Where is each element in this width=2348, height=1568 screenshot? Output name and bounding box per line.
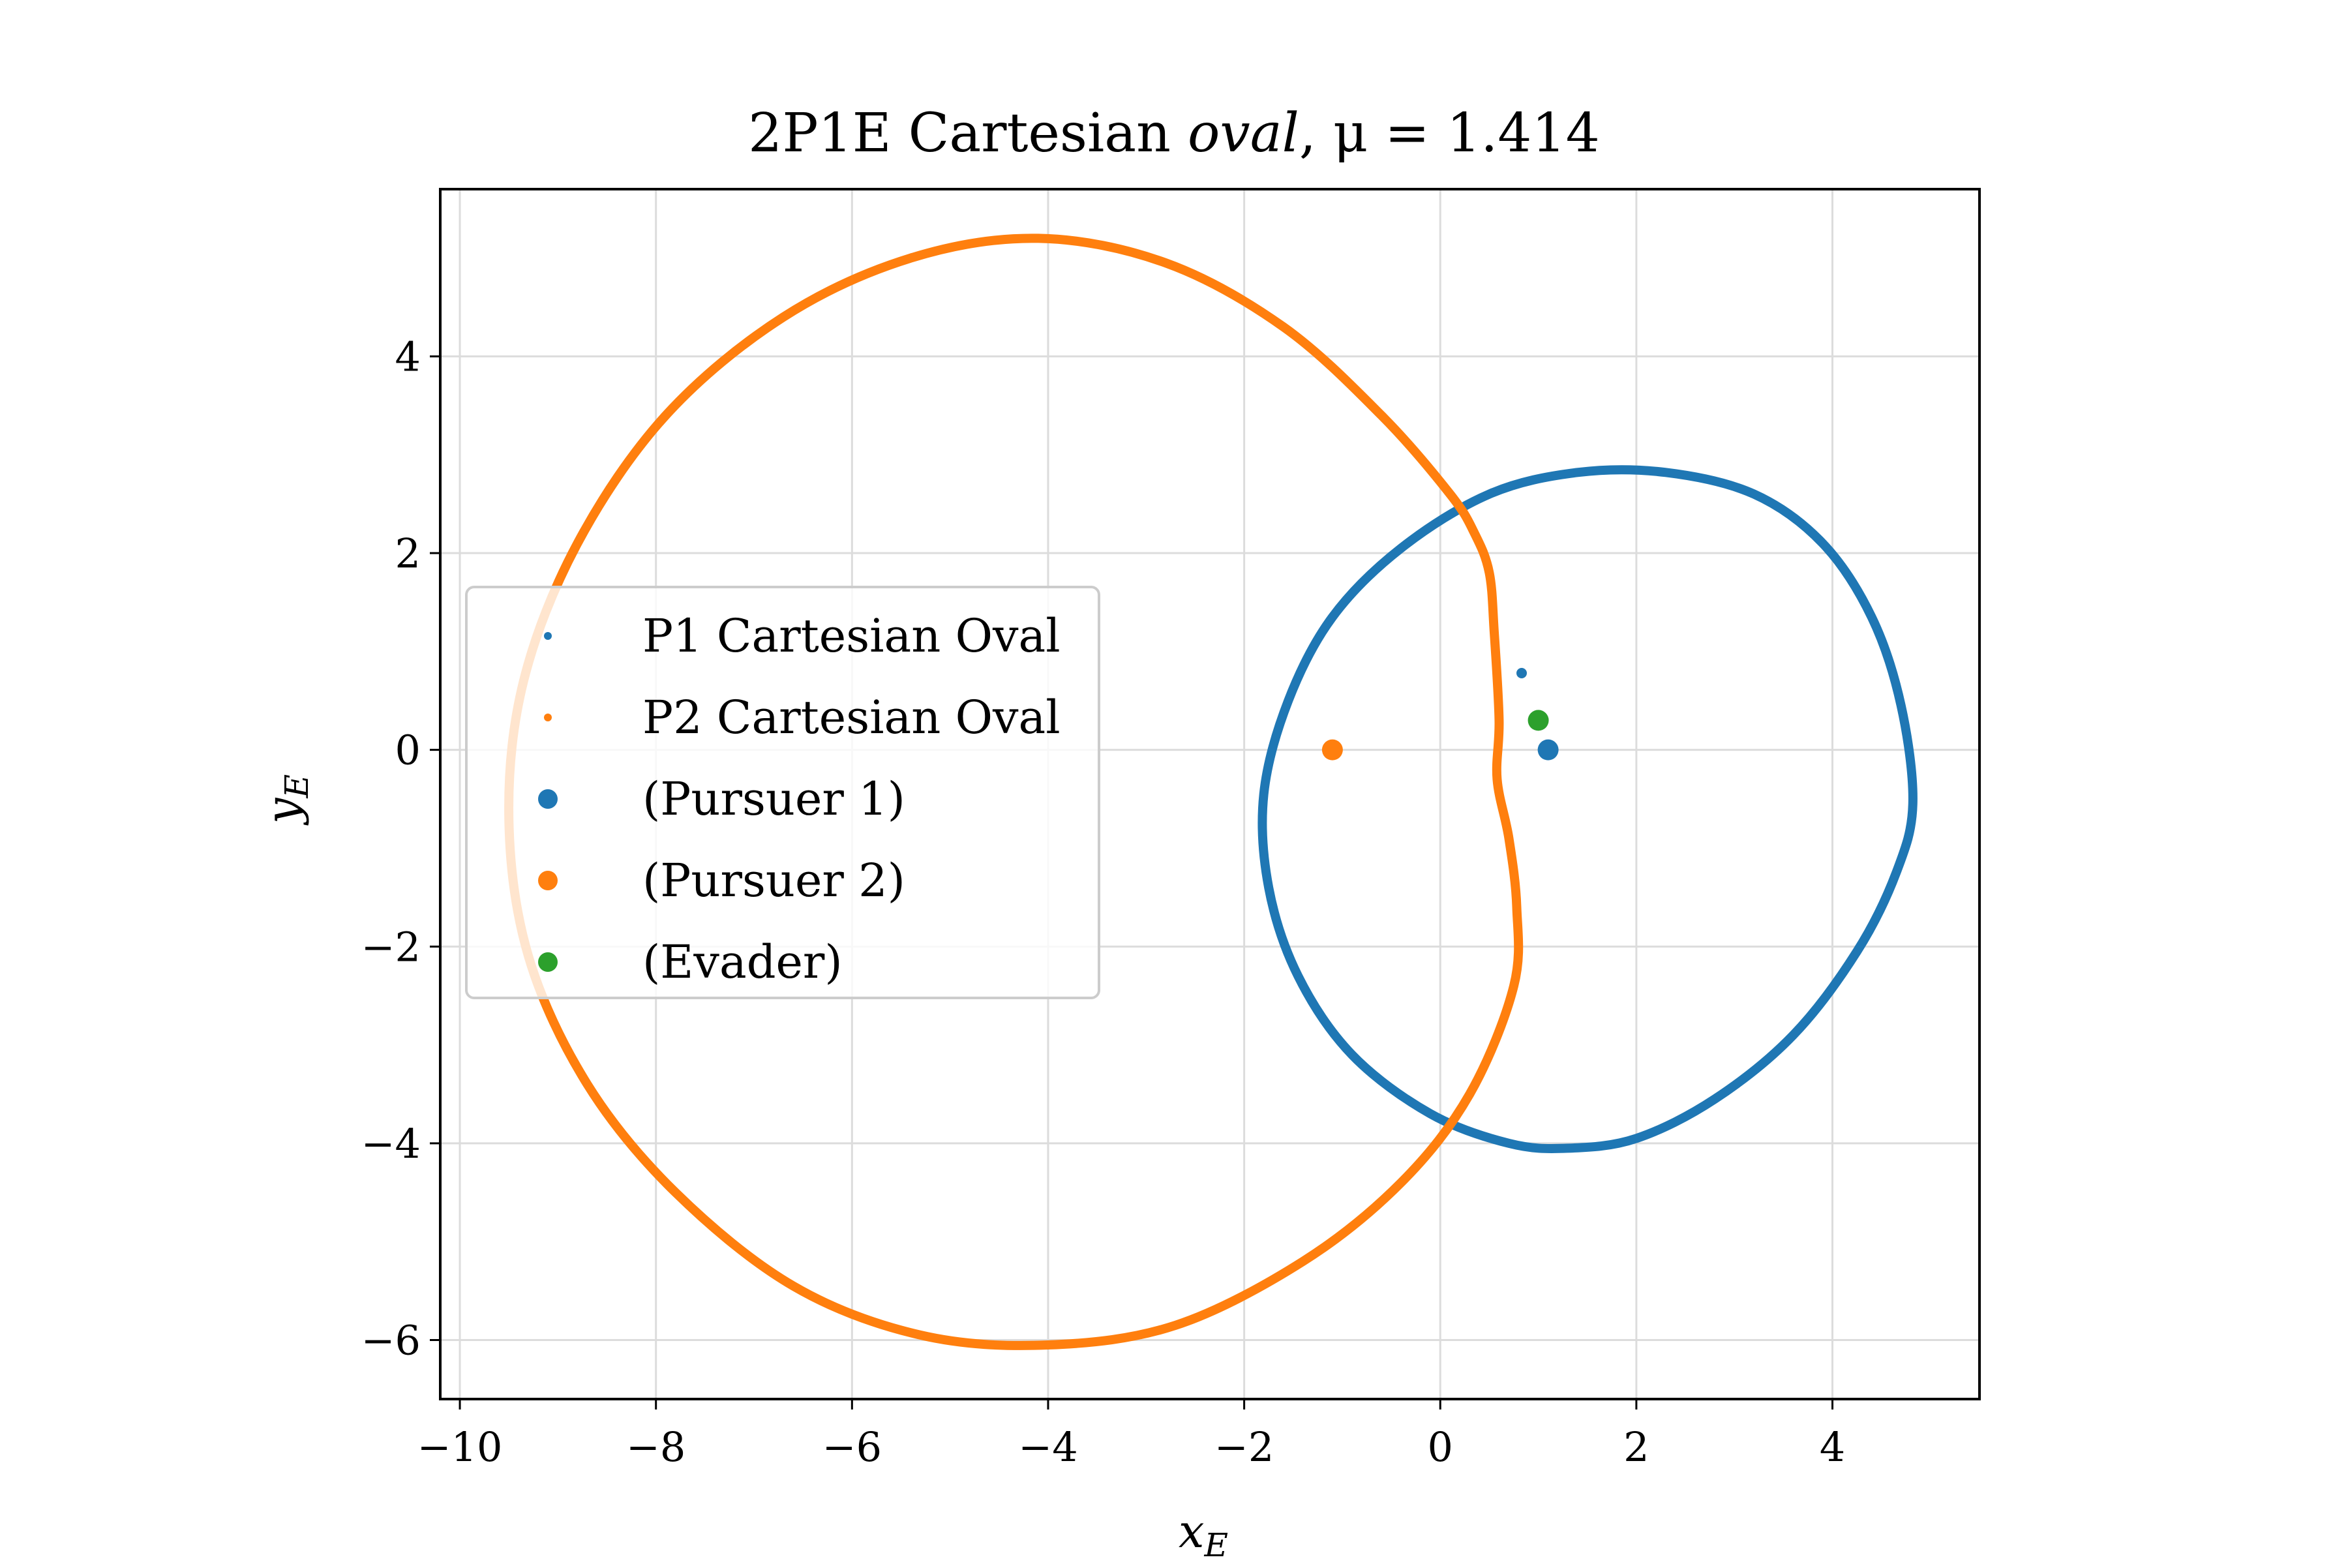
legend-box [465,586,1100,999]
x-tick-label: −8 [626,1423,685,1471]
x-tick-label: −6 [822,1423,882,1471]
y-tick-label: −2 [361,923,421,971]
y-tick-label: −4 [361,1120,421,1168]
legend-label-2: P2 Cartesian Oval [642,691,1061,744]
legend-swatch-3 [538,789,558,809]
series-marker-4 [1321,739,1343,761]
legend: P1 Cartesian Oval P2 Cartesian Oval (Pursu… [465,586,1100,999]
x-axis-label-main: x [1179,1505,1204,1558]
chart-title: 2P1E Cartesian oval, μ = 1.414 [748,102,1600,164]
legend-swatch-1 [544,632,552,640]
legend-items: P1 Cartesian Oval P2 Cartesian Oval (Pursu… [538,609,1061,989]
series-marker-3 [1537,739,1559,761]
y-ticks: −6 −4 −2 0 2 4 [361,333,440,1364]
y-axis-label-main: y [256,797,310,826]
title-italic: oval [1188,102,1299,164]
legend-label-3: (Pursuer 1) [642,772,905,826]
y-axis-label-sub: E [278,774,316,799]
x-tick-label: 2 [1623,1423,1649,1471]
small-point [1516,668,1528,678]
y-tick-label: 4 [395,333,421,380]
series-marker-5 [1528,710,1549,731]
legend-label-5: (Evader) [642,935,843,989]
legend-label-1: P1 Cartesian Oval [642,609,1061,663]
y-tick-label: 2 [395,530,421,577]
x-tick-label: −4 [1018,1423,1077,1471]
x-tick-label: −2 [1214,1423,1274,1471]
series-curve-1 [1257,465,1918,1154]
legend-swatch-2 [544,714,552,721]
y-tick-label: −6 [361,1317,421,1364]
x-axis-label-sub: E [1203,1526,1228,1564]
x-tick-label: 4 [1820,1423,1845,1471]
axes-frame [439,188,1981,1400]
x-axis-label: xE [1179,1505,1228,1564]
title-prefix: 2P1E Cartesian [748,102,1188,164]
x-tick-label: −10 [417,1423,503,1471]
legend-swatch-4 [538,871,558,890]
title-suffix: , μ = 1.414 [1299,102,1600,164]
y-tick-label: 0 [395,727,421,774]
legend-label-4: (Pursuer 2) [642,854,905,907]
x-tick-label: 0 [1428,1423,1453,1471]
y-axis-label: yE [256,774,316,826]
legend-swatch-5 [538,952,558,972]
x-ticks: −10 −8 −6 −4 −2 0 2 4 [417,1399,1845,1471]
